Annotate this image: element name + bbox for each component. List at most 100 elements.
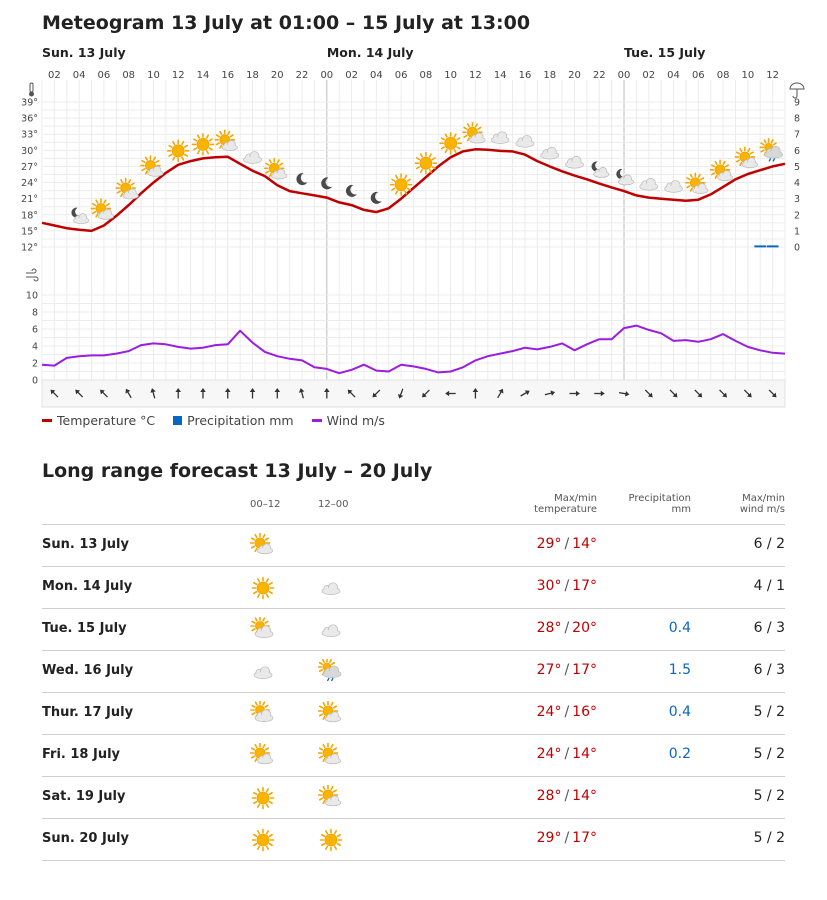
max-min-temperature: 30°/17° bbox=[537, 578, 597, 594]
table-row[interactable]: Sat. 19 July 28°/14° 5 / 2 bbox=[42, 777, 785, 819]
temperature-tick-label: 36° bbox=[21, 114, 38, 125]
hour-tick-label: 08 bbox=[122, 70, 135, 81]
wind-arrow-icon bbox=[50, 389, 59, 398]
header-prec-line1: Precipitation bbox=[628, 493, 691, 504]
hour-tick-label: 06 bbox=[395, 70, 408, 81]
max-min-temperature: 28°/14° bbox=[537, 788, 597, 804]
moon-icon bbox=[321, 177, 333, 190]
precipitation-tick-label: 4 bbox=[794, 178, 800, 189]
wind-arrow-icon bbox=[347, 389, 356, 398]
sun-cloud-icon bbox=[318, 701, 342, 723]
separator: / bbox=[564, 662, 570, 678]
wind-arrow-icon bbox=[100, 389, 108, 398]
wind-tick-label: 10 bbox=[26, 291, 38, 302]
temperature-tick-label: 21° bbox=[21, 194, 38, 205]
cloud-icon bbox=[490, 131, 510, 144]
wind-value: 5 / 2 bbox=[753, 704, 785, 720]
max-min-temperature: 28°/20° bbox=[537, 620, 597, 636]
wind-arrow-icon bbox=[618, 391, 630, 397]
separator: / bbox=[564, 578, 570, 594]
day-label: Mon. 14 July bbox=[327, 45, 414, 60]
legend-label-temperature: Temperature °C bbox=[57, 413, 156, 428]
cloud-sun-icon bbox=[250, 617, 274, 638]
wind-arrow-icon bbox=[472, 388, 479, 399]
long-range-title: Long range forecast 13 July – 20 July bbox=[42, 460, 433, 482]
temperature-tick-label: 12° bbox=[21, 243, 38, 254]
wind-arrow-icon bbox=[644, 389, 653, 398]
wind-arrow-icon bbox=[569, 390, 580, 397]
day-label: Mon. 14 July bbox=[42, 579, 133, 594]
max-temperature: 28° bbox=[536, 620, 562, 636]
day-label: Tue. 15 July bbox=[624, 45, 705, 60]
wind-arrow-icon bbox=[150, 388, 156, 399]
rain-cloud-icon bbox=[759, 138, 783, 162]
table-row[interactable]: Wed. 16 July 27°/17° 1.5 6 / 3 bbox=[42, 651, 785, 693]
cloud-icon bbox=[321, 582, 341, 595]
wind-arrow-icon bbox=[421, 389, 430, 398]
wind-arrow-icon bbox=[594, 390, 605, 397]
hour-tick-label: 18 bbox=[246, 70, 259, 81]
table-row[interactable]: Fri. 18 July 24°/14° 0.2 5 / 2 bbox=[42, 735, 785, 777]
wind-value: 5 / 2 bbox=[753, 788, 785, 804]
legend-label-wind: Wind m/s bbox=[326, 413, 385, 428]
legend-precipitation[interactable]: Precipitation mm bbox=[173, 413, 294, 428]
sun-cloud-icon bbox=[250, 743, 274, 765]
temperature-tick-label: 15° bbox=[21, 226, 38, 237]
wind-line bbox=[41, 324, 786, 375]
cloud-icon bbox=[243, 151, 262, 164]
sun-icon bbox=[439, 132, 462, 155]
min-temperature: 17° bbox=[572, 578, 597, 594]
long-range-table: 00–12 12–00 Max/min temperature Precipit… bbox=[42, 490, 785, 861]
hour-tick-label: 14 bbox=[197, 70, 210, 81]
table-row[interactable]: Tue. 15 July 28°/20° 0.4 6 / 3 bbox=[42, 609, 785, 651]
sun-cloud-icon bbox=[685, 172, 709, 194]
sun-icon bbox=[251, 576, 275, 600]
table-row[interactable]: Mon. 14 July 30°/17° 4 / 1 bbox=[42, 567, 785, 609]
cloud-icon bbox=[565, 156, 584, 169]
sun-cloud-icon bbox=[115, 177, 139, 200]
precipitation-value: 0.4 bbox=[668, 704, 691, 720]
header-period1: 00–12 bbox=[250, 499, 281, 510]
wind-arrow-icon bbox=[274, 388, 281, 399]
sun-icon bbox=[251, 786, 275, 810]
header-wind-line2: wind m/s bbox=[739, 504, 785, 515]
precipitation-value: 0.2 bbox=[668, 746, 691, 762]
sun-icon bbox=[191, 133, 215, 156]
wind-value: 6 / 3 bbox=[753, 620, 785, 636]
cloud-icon bbox=[540, 146, 560, 160]
table-row[interactable]: Sun. 13 July 29°/14° 6 / 2 bbox=[42, 525, 785, 567]
wind-arrow-icon bbox=[497, 388, 504, 399]
precipitation-tick-label: 1 bbox=[794, 226, 800, 237]
sun-icon bbox=[389, 173, 413, 196]
day-label: Sat. 19 July bbox=[42, 789, 126, 804]
wind-icon bbox=[26, 268, 39, 282]
wind-arrow-icon bbox=[200, 388, 206, 399]
wind-tick-label: 2 bbox=[32, 359, 38, 370]
separator: / bbox=[564, 746, 570, 762]
precipitation-bar bbox=[766, 245, 779, 248]
table-row[interactable]: Sun. 20 July 29°/17° 5 / 2 bbox=[42, 819, 785, 861]
table-row[interactable]: Thur. 17 July 24°/16° 0.4 5 / 2 bbox=[42, 693, 785, 735]
header-temp-line1: Max/min bbox=[554, 493, 597, 504]
long-range-header: 00–12 12–00 Max/min temperature Precipit… bbox=[42, 490, 785, 525]
legend-wind[interactable]: Wind m/s bbox=[311, 413, 385, 428]
sun-cloud-icon bbox=[214, 129, 238, 151]
hour-tick-label: 14 bbox=[494, 70, 507, 81]
hour-tick-label: 18 bbox=[543, 70, 556, 81]
meteogram-title: Meteogram 13 July at 01:00 – 15 July at … bbox=[42, 12, 531, 34]
cloud-icon bbox=[664, 180, 683, 193]
header-precipitation: Precipitation mm bbox=[628, 493, 691, 515]
day-label: Sun. 20 July bbox=[42, 831, 129, 846]
temperature-line bbox=[41, 148, 786, 233]
wind-arrow-icon bbox=[719, 389, 727, 398]
max-temperature: 27° bbox=[536, 662, 562, 678]
temperature-tick-label: 24° bbox=[21, 178, 38, 189]
legend-swatch-precipitation bbox=[173, 416, 183, 425]
legend-temperature[interactable]: Temperature °C bbox=[42, 413, 155, 428]
wind-arrow-icon bbox=[445, 390, 456, 397]
thermometer-icon bbox=[29, 82, 34, 97]
precipitation-bar bbox=[754, 245, 767, 248]
day-label: Sun. 13 July bbox=[42, 45, 126, 60]
sun-cloud-icon bbox=[140, 155, 164, 177]
wind-tick-label: 4 bbox=[32, 342, 38, 353]
